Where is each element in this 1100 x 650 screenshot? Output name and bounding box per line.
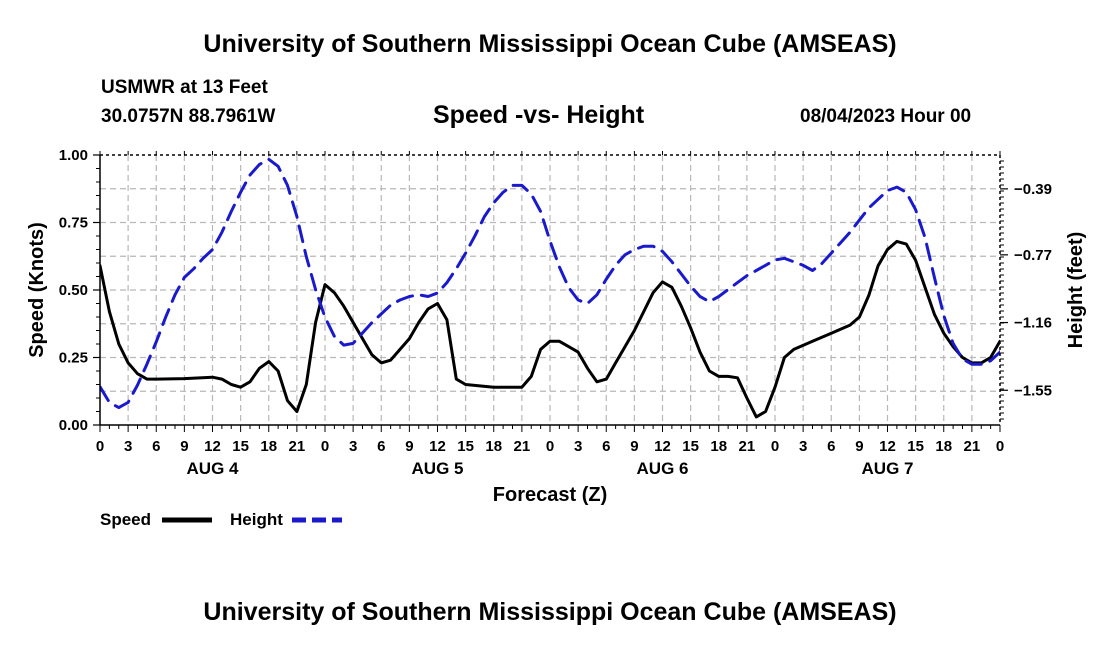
x-tick-label: 6 <box>152 438 160 455</box>
station-label: USMWR at 13 Feet <box>101 77 268 98</box>
y-left-tick-label: 0.00 <box>59 417 88 434</box>
x-tick-label: 0 <box>321 438 329 455</box>
day-label: AUG 7 <box>862 459 914 478</box>
x-tick-label: 15 <box>907 438 924 455</box>
footer-title: University of Southern Mississippi Ocean… <box>203 598 897 626</box>
x-tick-label: 18 <box>710 438 727 455</box>
page-title: University of Southern Mississippi Ocean… <box>203 30 897 58</box>
axes <box>93 151 1008 432</box>
x-tick-label: 0 <box>996 438 1004 455</box>
x-tick-label: 3 <box>574 438 582 455</box>
legend: Speed Height <box>100 510 342 529</box>
series-line-speed <box>100 239 1000 419</box>
x-tick-label: 12 <box>429 438 446 455</box>
x-tick-label: 9 <box>180 438 188 455</box>
x-tick-label: 0 <box>96 438 104 455</box>
x-tick-label: 12 <box>204 438 221 455</box>
x-tick-label: 15 <box>457 438 474 455</box>
chart-title: Speed -vs- Height <box>433 101 645 129</box>
x-tick-label: 18 <box>935 438 952 455</box>
x-tick-label: 12 <box>879 438 896 455</box>
y-axis-right-title: Height (feet) <box>1065 232 1087 349</box>
x-tick-label: 9 <box>630 438 638 455</box>
x-axis-title: Forecast (Z) <box>493 484 607 506</box>
y-left-tick-label: 0.25 <box>59 350 88 367</box>
x-tick-label: 0 <box>771 438 779 455</box>
forecast-datetime: 08/04/2023 Hour 00 <box>800 106 972 127</box>
x-tick-label: 15 <box>232 438 249 455</box>
x-tick-label: 12 <box>654 438 671 455</box>
y-axis-left-title: Speed (Knots) <box>26 222 48 358</box>
y-left-tick-label: 1.00 <box>59 147 88 164</box>
x-tick-label: 21 <box>739 438 756 455</box>
x-tick-label: 0 <box>546 438 554 455</box>
y-right-tick-label: −1.16 <box>1014 315 1052 332</box>
legend-label-speed: Speed <box>100 510 151 529</box>
x-tick-label: 3 <box>349 438 357 455</box>
x-tick-label: 21 <box>514 438 531 455</box>
x-tick-label: 9 <box>405 438 413 455</box>
y-right-tick-label: −0.77 <box>1014 247 1052 264</box>
x-tick-label: 6 <box>377 438 385 455</box>
series-line-height <box>100 157 1000 410</box>
y-left-tick-label: 0.50 <box>59 282 88 299</box>
x-tick-label: 6 <box>827 438 835 455</box>
x-tick-label: 15 <box>682 438 699 455</box>
x-tick-label: 18 <box>260 438 277 455</box>
x-tick-label: 21 <box>289 438 306 455</box>
x-tick-label: 18 <box>485 438 502 455</box>
day-label: AUG 6 <box>637 459 689 478</box>
day-label: AUG 5 <box>412 459 464 478</box>
y-left-tick-label: 0.75 <box>59 215 88 232</box>
station-coordinates: 30.0757N 88.7961W <box>101 106 276 127</box>
x-tick-label: 9 <box>855 438 863 455</box>
series-group <box>100 157 1000 419</box>
x-tick-label: 6 <box>602 438 610 455</box>
legend-label-height: Height <box>230 510 283 529</box>
speed-height-chart: 0 3 6 9 12 15 18 21 0 3 6 9 12 15 18 21 0 3 6 9 12 15 18 21 0 3 6 9… <box>26 147 1087 529</box>
x-tick-label: 21 <box>964 438 981 455</box>
y-right-tick-label: −1.55 <box>1014 382 1052 399</box>
axis-labels: 0 3 6 9 12 15 18 21 0 3 6 9 12 15 18 21 0 3 6 9 12 15 18 21 0 3 6 9… <box>26 147 1087 506</box>
y-right-tick-label: −0.39 <box>1014 181 1052 198</box>
x-tick-label: 3 <box>124 438 132 455</box>
x-tick-label: 3 <box>799 438 807 455</box>
day-label: AUG 4 <box>187 459 240 478</box>
